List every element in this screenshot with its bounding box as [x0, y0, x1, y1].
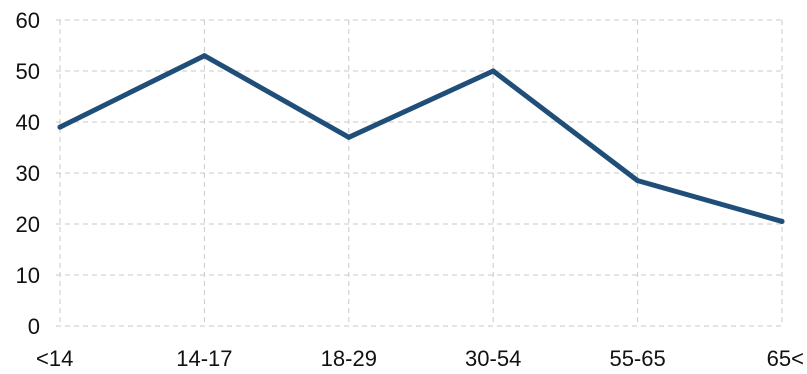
series-group [58, 53, 785, 224]
y-tick-label: 0 [28, 314, 40, 339]
x-tick-label: 18-29 [321, 346, 377, 371]
series-line [60, 56, 782, 222]
y-tick-label: 60 [16, 8, 40, 33]
gridlines [56, 20, 782, 326]
data-point [202, 53, 207, 58]
y-tick-label: 40 [16, 110, 40, 135]
x-tick-label: 55-65 [609, 346, 665, 371]
y-tick-label: 10 [16, 263, 40, 288]
x-tick-label: 65< [767, 346, 804, 371]
y-tick-label: 30 [16, 161, 40, 186]
x-tick-label: 30-54 [465, 346, 521, 371]
x-axis-ticks: <14 14-17 18-29 30-54 55-65 65< [36, 346, 804, 371]
data-point [58, 125, 63, 130]
data-point [491, 69, 496, 74]
x-tick-label: 14-17 [176, 346, 232, 371]
data-point [346, 135, 351, 140]
y-tick-label: 20 [16, 212, 40, 237]
x-tick-label: <14 [36, 346, 73, 371]
y-axis-ticks: 0 10 20 30 40 50 60 [16, 8, 40, 339]
data-point [635, 178, 640, 183]
data-point [780, 219, 785, 224]
y-tick-label: 50 [16, 59, 40, 84]
